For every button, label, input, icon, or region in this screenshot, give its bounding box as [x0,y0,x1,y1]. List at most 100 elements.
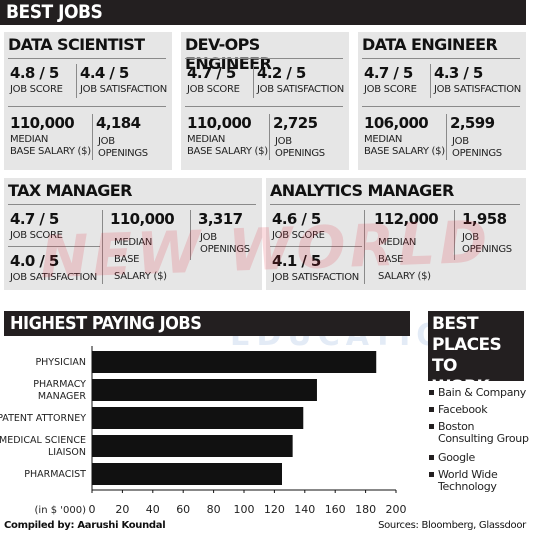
job-openings-value: 2,725 [273,114,318,132]
divider [8,58,166,59]
job-score-label: JOB SCORE [10,84,63,95]
job-satisfaction-value: 4.4 / 5 [80,64,129,82]
x-axis-label: (in $ '000) [35,505,87,516]
job-satisfaction-label: JOB SATISFACTION [10,272,97,283]
job-openings-value: 3,317 [198,210,243,228]
divider [8,204,256,205]
category-label: PATENT ATTORNEY [0,413,86,424]
x-tick-label: 40 [146,503,160,516]
bullet-square-icon [429,424,434,429]
category-label: MEDICAL SCIENCE LIAISON [0,435,86,458]
job-openings-value: 1,958 [462,210,507,228]
job-score-label: JOB SCORE [364,84,417,95]
highest-paying-jobs-chart: PHYSICIAN PHARMACY MANAGER PATENT ATTORNEY M… [0,346,407,516]
best-places-title: BEST PLACES TO WORK [428,311,524,397]
bar-0 [92,351,377,373]
divider [270,204,520,205]
divider [92,114,93,160]
divider [8,246,100,247]
job-openings-label: JOB OPENINGS [98,136,148,159]
category-label: PHYSICIAN [35,357,86,368]
divider [253,64,254,98]
job-satisfaction-value: 4.3 / 5 [434,64,483,82]
median-salary-value: 106,000 [364,114,429,132]
job-score-value: 4.8 / 5 [10,64,59,82]
category-label: PHARMACY MANAGER [33,379,86,402]
job-satisfaction-label: JOB SATISFACTION [257,84,344,95]
job-openings-value: 4,184 [96,114,141,132]
job-score-label: JOB SCORE [272,230,325,241]
best-jobs-banner: BEST JOBS [0,0,526,25]
job-satisfaction-value: 4.1 / 5 [272,252,321,270]
job-score-value: 4.7 / 5 [364,64,413,82]
best-place-label: Facebook [438,403,488,416]
bar-1 [92,379,317,401]
job-openings-label: JOB OPENINGS [462,232,512,255]
job-card-analytics-manager: ANALYTICS MANAGER 4.6 / 5 JOB SCORE 4.1 … [266,178,526,290]
median-salary-label: MEDIAN BASE SALARY ($) [10,134,91,157]
job-openings-value: 2,599 [450,114,495,132]
job-title: DATA SCIENTIST [8,35,145,54]
job-score-value: 4.7 / 5 [10,210,59,228]
best-place-label: World Wide Technology [438,468,498,493]
divider [364,210,365,284]
divider [446,114,447,160]
x-tick-label: 200 [386,503,407,516]
job-card-dev-ops-engineer: DEV-OPS ENGINEER 4.7 / 5 JOB SCORE 4.2 /… [181,32,349,170]
divider [190,210,191,260]
x-tick-label: 20 [115,503,129,516]
job-score-label: JOB SCORE [10,230,63,241]
x-tick-label: 100 [234,503,255,516]
best-place-label: Boston Consulting Group [438,420,529,445]
x-tick-label: 0 [89,503,96,516]
job-card-tax-manager: TAX MANAGER 4.7 / 5 JOB SCORE 4.0 / 5 JO… [4,178,262,290]
job-score-label: JOB SCORE [187,84,240,95]
job-openings-label: JOB OPENINGS [452,136,502,159]
median-salary-value: 110,000 [110,210,175,228]
bullet-square-icon [429,390,434,395]
job-title: TAX MANAGER [8,181,132,200]
divider [454,210,455,260]
median-salary-label: MEDIAN BASE SALARY ($) [364,134,445,157]
best-place-label: Bain & Company [438,386,527,399]
divider [269,114,270,160]
best-places-title-text: BEST PLACES TO WORK [432,314,502,397]
job-title: ANALYTICS MANAGER [270,181,454,200]
divider [8,106,166,107]
job-openings-label: JOB OPENINGS [200,232,250,255]
compiled-by: Compiled by: Aarushi Koundal [4,520,166,531]
job-satisfaction-label: JOB SATISFACTION [272,272,359,283]
median-salary-label: MEDIAN BASE SALARY ($) [187,134,268,157]
x-tick-label: 80 [207,503,221,516]
divider [185,58,343,59]
job-satisfaction-label: JOB SATISFACTION [434,84,521,95]
chart-title: HIGHEST PAYING JOBS [4,311,410,336]
job-title: DATA ENGINEER [362,35,498,54]
job-card-data-engineer: DATA ENGINEER 4.7 / 5 JOB SCORE 4.3 / 5 … [358,32,526,170]
job-satisfaction-value: 4.0 / 5 [10,252,59,270]
x-tick-label: 60 [176,503,190,516]
sources: Sources: Bloomberg, Glassdoor [378,520,526,531]
best-place-label: Google [438,451,475,464]
bar-2 [92,407,304,429]
median-salary-label: MEDIAN BASE SALARY ($) [114,237,167,282]
divider [185,106,343,107]
job-openings-label: JOB OPENINGS [275,136,325,159]
bullet-square-icon [429,472,434,477]
divider [102,210,103,284]
job-score-value: 4.7 / 5 [187,64,236,82]
x-tick-label: 160 [325,503,346,516]
x-tick-label: 140 [294,503,315,516]
job-score-value: 4.6 / 5 [272,210,321,228]
divider [362,58,520,59]
median-salary-value: 110,000 [187,114,252,132]
x-tick-label: 180 [355,503,376,516]
job-card-data-scientist: DATA SCIENTIST 4.8 / 5 JOB SCORE 4.4 / 5… [4,32,172,170]
divider [362,106,520,107]
median-salary-value: 112,000 [374,210,439,228]
divider [76,64,77,98]
bar-3 [92,435,293,457]
job-satisfaction-value: 4.2 / 5 [257,64,306,82]
job-satisfaction-label: JOB SATISFACTION [80,84,167,95]
bullet-square-icon [429,455,434,460]
